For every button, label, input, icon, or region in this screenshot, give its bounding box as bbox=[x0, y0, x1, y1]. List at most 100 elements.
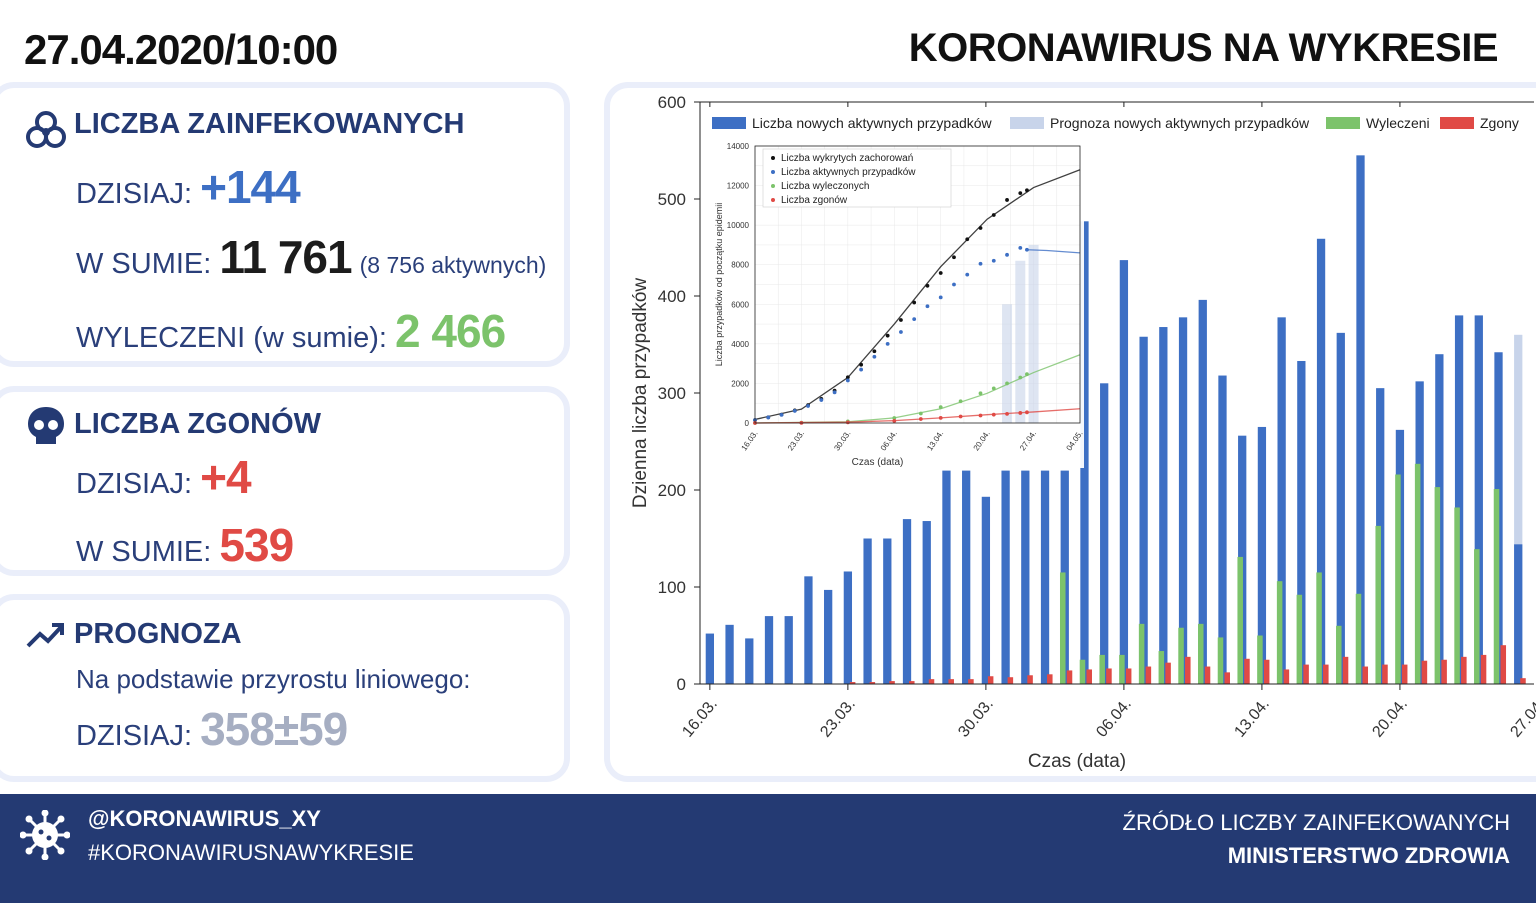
active-bar bbox=[922, 521, 931, 684]
inset-fit-line bbox=[1026, 249, 1081, 254]
inset-legend-label: Liczba aktywnych przypadków bbox=[781, 167, 916, 178]
inset-point bbox=[991, 213, 996, 217]
inset-point bbox=[832, 390, 837, 395]
deaths-total: W SUMIE: 539 bbox=[76, 518, 294, 572]
active-bar bbox=[824, 589, 833, 684]
recovered-bar bbox=[1355, 593, 1362, 684]
active-bar bbox=[863, 538, 872, 684]
footer-hashtag[interactable]: #KORONAWIRUSNAWYKRESIE bbox=[88, 840, 414, 865]
trending-up-icon bbox=[26, 623, 64, 648]
inset-point bbox=[1025, 372, 1029, 377]
inset-point bbox=[925, 304, 930, 309]
inset-point bbox=[806, 404, 810, 408]
infected-active-note: (8 756 aktywnych) bbox=[359, 252, 547, 278]
inset-y-tick-label: 12000 bbox=[727, 182, 750, 191]
inset-point bbox=[899, 318, 903, 322]
biohazard-icon bbox=[26, 111, 66, 148]
deaths-bar bbox=[928, 679, 935, 684]
legend-swatch bbox=[1440, 117, 1474, 129]
deaths-bar bbox=[1362, 666, 1369, 684]
inset-point bbox=[978, 226, 983, 230]
deaths-bar bbox=[1027, 675, 1033, 684]
deaths-today: DZISIAJ: +4 bbox=[76, 450, 252, 504]
active-bar bbox=[1356, 155, 1365, 685]
forecast-title: PROGNOZA bbox=[74, 618, 242, 650]
recovered-bar bbox=[1138, 623, 1145, 684]
active-bar bbox=[1514, 544, 1523, 684]
active-bar bbox=[1119, 260, 1129, 684]
inset-point bbox=[845, 375, 850, 380]
virus-icon bbox=[20, 810, 70, 860]
inset-point bbox=[938, 415, 943, 420]
inset-point bbox=[845, 420, 850, 425]
legend-swatch bbox=[712, 117, 746, 129]
active-bar bbox=[1454, 315, 1464, 684]
deaths-bar bbox=[889, 681, 895, 684]
deaths-bar bbox=[1185, 656, 1191, 684]
deaths-today-value: +4 bbox=[200, 451, 251, 503]
active-bar bbox=[804, 576, 813, 684]
deaths-bar bbox=[1263, 659, 1270, 684]
active-bar bbox=[1178, 317, 1188, 684]
inset-point bbox=[938, 405, 943, 410]
deaths-total-label: W SUMIE: bbox=[76, 536, 212, 568]
inset-point bbox=[925, 283, 930, 288]
footer-handle[interactable]: @KORONAWIRUS_XY bbox=[88, 806, 321, 831]
active-bar bbox=[1080, 221, 1089, 684]
footer-source-label: ŹRÓDŁO LICZBY ZAINFEKOWANYCH bbox=[1122, 810, 1511, 835]
forecast-card: PROGNOZA Na podstawie przyrostu linioweg… bbox=[0, 594, 570, 782]
active-bar bbox=[1336, 332, 1345, 684]
recovered-value: 2 466 bbox=[395, 305, 506, 357]
daily-cases-chart: 0 100 200 300 400 500 600 16.03. 23.03. 30.03. 06.… bbox=[630, 93, 1536, 772]
recovered-bar bbox=[1316, 572, 1322, 684]
infected-today-value: +144 bbox=[200, 161, 301, 213]
recovered-bar bbox=[1493, 489, 1500, 684]
deaths-bar bbox=[1303, 664, 1309, 684]
legend-label: Wyleczeni bbox=[1366, 115, 1430, 131]
inset-y-tick-label: 14000 bbox=[727, 142, 750, 151]
inset-point bbox=[859, 362, 864, 367]
recovered-bar bbox=[1434, 487, 1441, 684]
forecast-today-value: 358±59 bbox=[200, 703, 348, 755]
inset-point bbox=[1025, 247, 1029, 252]
inset-point bbox=[859, 367, 864, 372]
inset-y-tick-label: 0 bbox=[745, 419, 750, 428]
inset-legend-label: Liczba zgonów bbox=[781, 195, 848, 206]
recovered-bar bbox=[1276, 581, 1283, 684]
deaths-bar bbox=[1066, 670, 1073, 684]
recovered-bar bbox=[1217, 637, 1224, 684]
deaths-today-label: DZISIAJ: bbox=[76, 468, 193, 500]
active-bar bbox=[1139, 336, 1148, 684]
legend-label: Prognoza nowych aktywnych przypadków bbox=[1050, 115, 1310, 131]
active-bar bbox=[962, 470, 971, 684]
active-bar bbox=[1198, 299, 1207, 684]
inset-point bbox=[1025, 188, 1029, 193]
legend-swatch bbox=[1326, 117, 1360, 129]
active-bar bbox=[705, 633, 714, 684]
inset-point bbox=[952, 255, 956, 260]
active-bar bbox=[883, 538, 892, 684]
deaths-card: LICZBA ZGONÓW DZISIAJ: +4 W SUMIE: 539 bbox=[0, 386, 570, 576]
x-tick-label: 30.03. bbox=[955, 696, 997, 741]
inset-point bbox=[845, 378, 850, 383]
infected-title: LICZBA ZAINFEKOWANYCH bbox=[74, 108, 465, 140]
inset-point bbox=[885, 341, 890, 346]
active-bar bbox=[942, 470, 951, 684]
inset-point bbox=[958, 399, 963, 404]
legend-label: Liczba nowych aktywnych przypadków bbox=[752, 115, 993, 131]
inset-forecast-bar bbox=[1028, 244, 1039, 423]
active-bar bbox=[784, 616, 793, 684]
active-bar bbox=[1100, 383, 1109, 684]
deaths-bar bbox=[869, 682, 876, 684]
inset-y-tick-label: 8000 bbox=[731, 261, 749, 270]
inset-point bbox=[912, 317, 917, 322]
header-date: 27.04.2020/10:00 bbox=[24, 26, 338, 73]
inset-point bbox=[978, 391, 983, 396]
inset-point bbox=[892, 416, 897, 420]
skull-icon bbox=[28, 407, 64, 444]
recovered-bar bbox=[1336, 625, 1342, 684]
y-axis-label: Dzienna liczba przypadków bbox=[630, 278, 651, 509]
inset-forecast-bar bbox=[1002, 304, 1013, 423]
inset-point bbox=[978, 261, 983, 266]
